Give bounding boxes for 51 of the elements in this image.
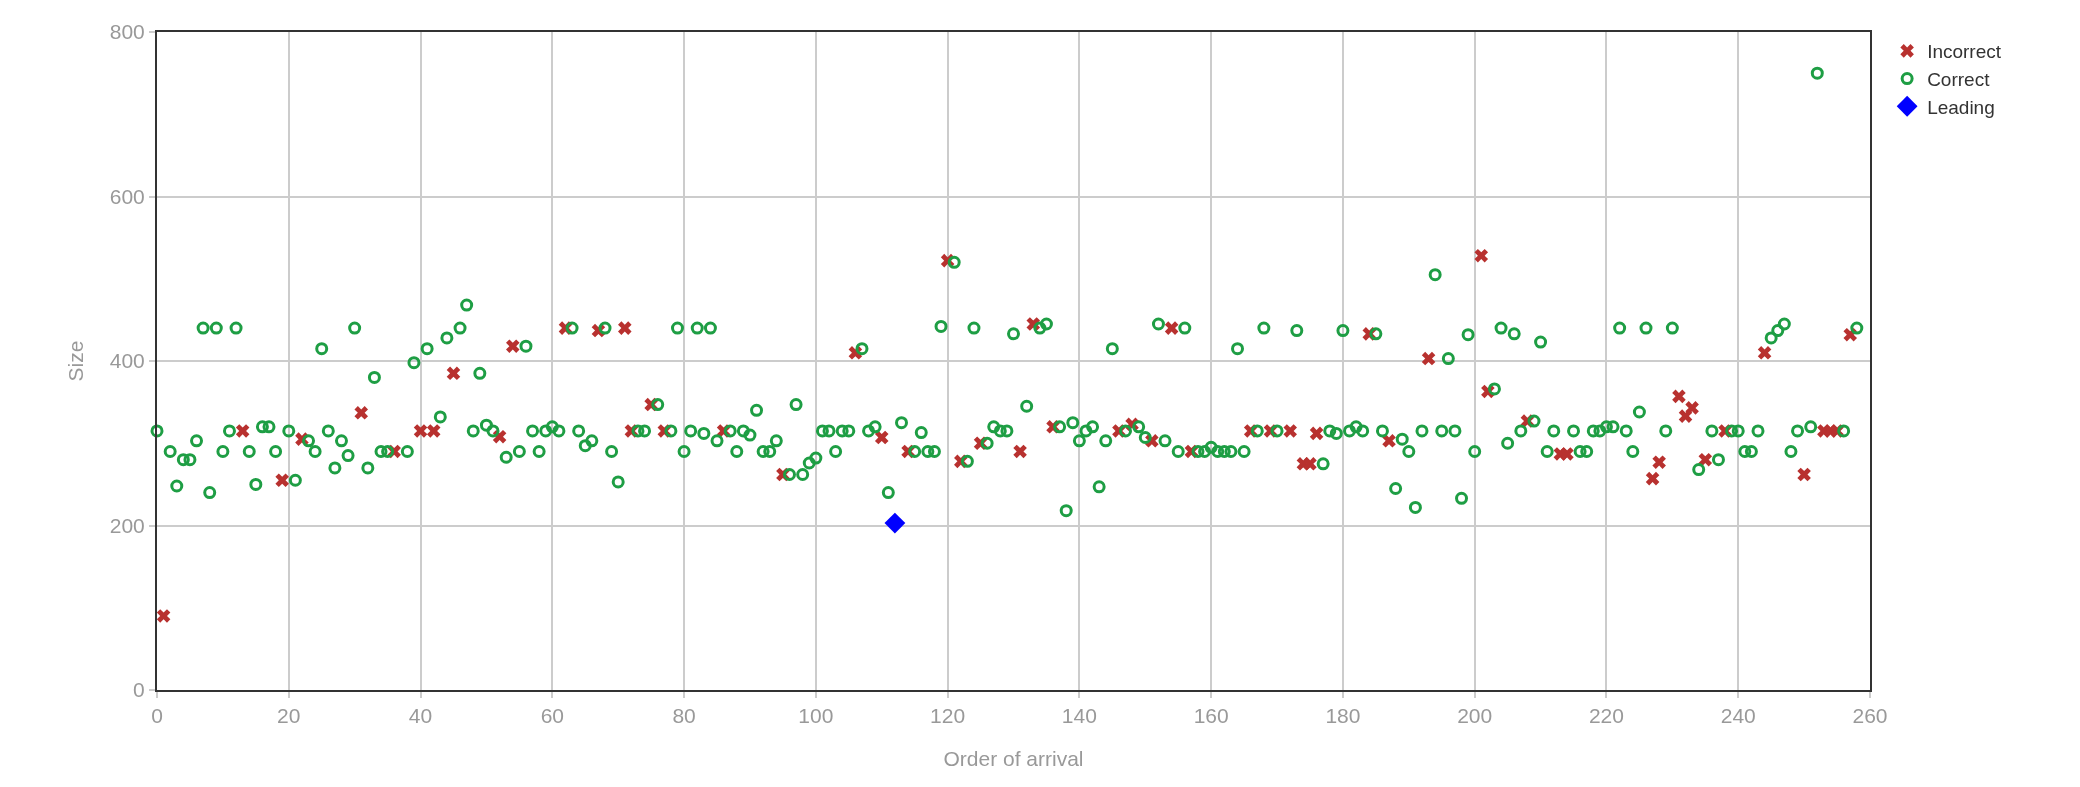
- point: [1672, 389, 1686, 404]
- x-tick-label: 240: [1720, 704, 1756, 728]
- point: [235, 424, 250, 438]
- point: [1797, 467, 1811, 482]
- y-axis-title: Size: [64, 340, 88, 382]
- point: [1303, 457, 1317, 471]
- point: [275, 473, 289, 488]
- point: [1698, 452, 1713, 467]
- point: [618, 321, 632, 335]
- legend-label: Incorrect: [1927, 41, 2002, 63]
- point: [884, 512, 906, 534]
- point: [1560, 447, 1574, 461]
- point: [1474, 248, 1489, 263]
- x-tick-label: 40: [408, 704, 433, 728]
- y-tick-label: 200: [109, 513, 145, 537]
- point: [1645, 471, 1660, 486]
- y-tick-label: 800: [109, 20, 145, 44]
- point: [354, 406, 369, 420]
- point: [874, 430, 889, 445]
- legend-label: Correct: [1927, 68, 1991, 90]
- legend-label: Leading: [1927, 96, 1995, 118]
- x-tick-label: 120: [930, 704, 966, 728]
- point: [446, 366, 461, 381]
- point: [1164, 321, 1179, 335]
- point: [1757, 345, 1772, 360]
- point: [1309, 426, 1324, 441]
- point: [1685, 401, 1699, 415]
- x-tick-label: 140: [1061, 704, 1097, 728]
- point: [156, 609, 171, 623]
- point: [1013, 444, 1027, 459]
- x-tick-label: 20: [277, 704, 301, 728]
- y-tick-label: 0: [133, 678, 145, 702]
- x-tick-label: 260: [1852, 704, 1888, 728]
- point: [426, 424, 441, 438]
- x-tick-label: 60: [540, 704, 564, 728]
- point: [1421, 351, 1436, 366]
- x-tick-label: 200: [1457, 704, 1493, 728]
- point: [413, 424, 428, 438]
- point: [1283, 424, 1297, 438]
- x-tick-label: 100: [798, 704, 834, 728]
- point: [1382, 434, 1396, 448]
- x-axis-title: Order of arrival: [943, 746, 1084, 770]
- x-tick-label: 0: [151, 704, 163, 728]
- y-tick-label: 600: [109, 184, 145, 208]
- x-tick-label: 160: [1193, 704, 1229, 728]
- point: [506, 339, 520, 353]
- x-tick-label: 220: [1588, 704, 1624, 728]
- point: [1652, 455, 1666, 469]
- y-tick-label: 400: [109, 349, 145, 373]
- x-tick-label: 80: [672, 704, 696, 728]
- x-tick-label: 180: [1325, 704, 1361, 728]
